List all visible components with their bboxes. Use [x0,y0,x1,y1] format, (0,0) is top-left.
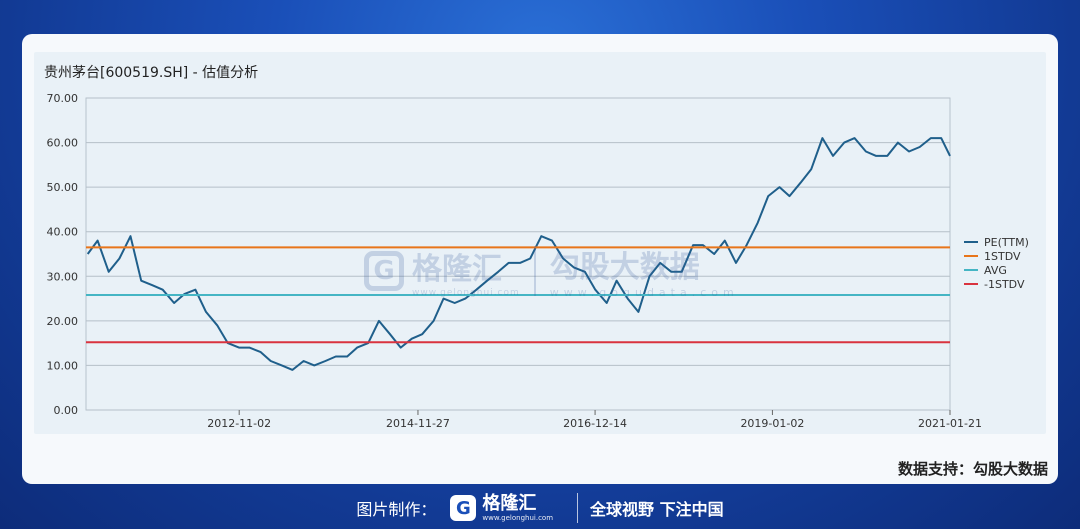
y-tick-label: 60.00 [47,137,79,150]
y-tick-label: 70.00 [47,92,79,105]
x-tick-label: 2016-12-14 [563,417,627,430]
legend-label: -1STDV [984,278,1025,291]
y-tick-label: 50.00 [47,181,79,194]
footer-divider [577,493,579,523]
chart-panel: 0.00 10.00 20.00 30.00 40.00 50.00 60.00 70.00 2… [34,52,1046,434]
data-support-text: 数据支持：勾股大数据 [897,460,1048,478]
x-tick-label: 2019-01-02 [740,417,804,430]
legend-label: 1STDV [984,250,1021,263]
plot-area [85,97,951,411]
x-tick-label: 2014-11-27 [386,417,450,430]
legend-label: AVG [984,264,1007,277]
footer: 图片制作： G 格隆汇 www.gelonghui.com 全球视野 下注中国 [0,490,1080,526]
y-tick-label: 0.00 [54,404,79,417]
x-tick-label: 2012-11-02 [207,417,271,430]
series-line-pe-ttm [86,137,951,371]
chart-title: 贵州茅台[600519.SH] - 估值分析 [44,65,259,81]
gelonghui-logo-icon: G [450,495,477,521]
footer-slogan: 全球视野 下注中国 [590,500,724,519]
y-tick-label: 20.00 [47,315,79,328]
chart-card: 0.00 10.00 20.00 30.00 40.00 50.00 60.00 70.00 2… [22,34,1058,484]
footer-logo-url: www.gelonghui.com [482,513,554,522]
footer-made-by: 图片制作： [356,500,437,519]
y-tick-label: 10.00 [47,359,79,372]
x-tick-label: 2021-01-21 [918,417,982,430]
y-tick-label: 40.00 [47,226,79,239]
y-tick-label: 30.00 [47,270,79,283]
footer-logo: G 格隆汇 www.gelonghui.com [450,492,554,522]
legend-label: PE(TTM) [984,236,1029,249]
valuation-chart: 0.00 10.00 20.00 30.00 40.00 50.00 60.00 70.00 2… [47,92,1029,430]
footer-logo-name: 格隆汇 [482,492,537,514]
